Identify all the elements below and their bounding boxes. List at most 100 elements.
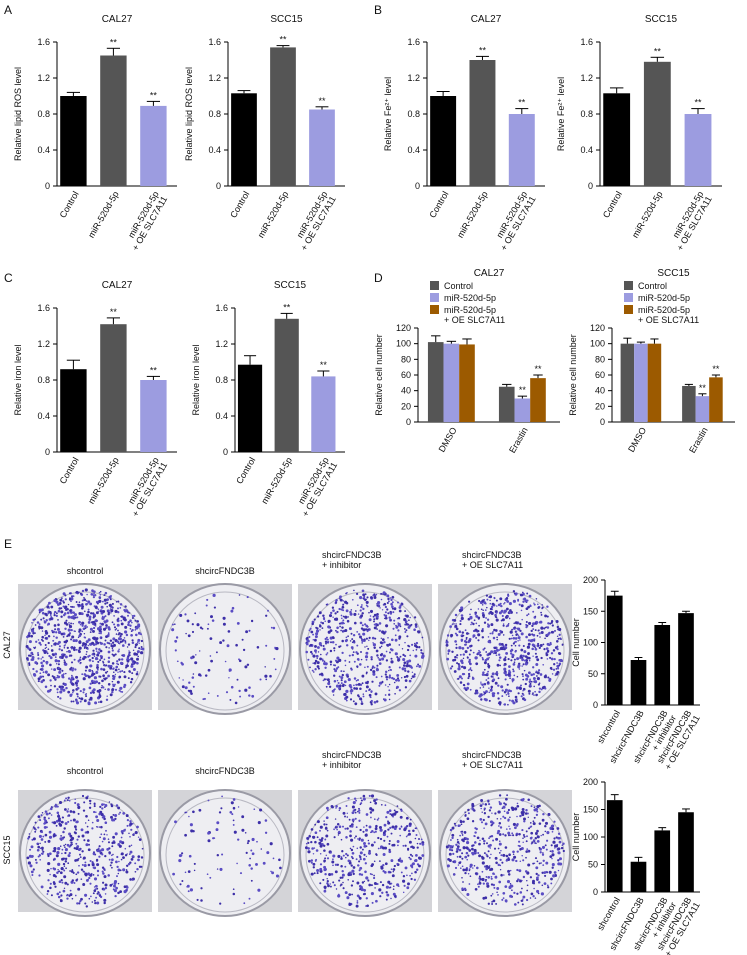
colony-dot: [342, 881, 344, 884]
colony-dot: [338, 809, 341, 812]
colony-dot: [124, 854, 128, 857]
colony-dot: [81, 630, 84, 633]
colony-dot: [526, 645, 531, 649]
colony-dot: [312, 638, 315, 641]
colony-dot: [380, 592, 383, 595]
colony-dot: [368, 825, 372, 829]
colony-dot: [59, 871, 63, 875]
colony-dot: [346, 896, 350, 900]
colony-dot: [537, 892, 540, 895]
colony-dot: [90, 592, 94, 596]
colony-dot: [178, 859, 182, 863]
colony-dot: [486, 842, 488, 845]
colony-dot: [510, 644, 513, 647]
colony-dot: [100, 637, 103, 639]
colony-dot: [387, 597, 390, 601]
colony-dot: [101, 853, 104, 856]
colony-dot: [375, 676, 378, 679]
colony-dot: [396, 617, 399, 620]
colony-dot: [469, 875, 472, 878]
colony-dot: [45, 821, 48, 824]
colony-dot: [129, 820, 132, 823]
colony-dot: [206, 627, 209, 630]
colony-dot: [140, 651, 144, 655]
colony-dot: [348, 861, 352, 865]
colony-dot: [243, 902, 246, 905]
colony-dot: [368, 639, 370, 642]
colony-dot: [498, 822, 502, 825]
colony-dot: [525, 625, 528, 629]
colony-dot: [107, 650, 111, 654]
colony-dot: [373, 876, 376, 880]
colony-dot: [372, 672, 376, 676]
colony-dot: [365, 637, 368, 640]
colony-dot: [467, 677, 470, 680]
colony-dot: [42, 676, 45, 678]
colony-dot: [541, 607, 543, 610]
colony-dot: [491, 901, 493, 903]
colony-dot: [241, 638, 244, 641]
colony-dot: [91, 589, 94, 592]
legend-label: miR-520d-5p + OE SLC7A11: [444, 305, 505, 325]
colony-dot: [353, 684, 355, 687]
colony-dot: [312, 654, 316, 658]
colony-dot: [117, 671, 119, 673]
colony-dot: [350, 632, 353, 635]
colony-dot: [131, 639, 134, 642]
colony-dot: [136, 620, 139, 623]
colony-dot: [518, 832, 521, 836]
colony-dot: [68, 622, 70, 624]
colony-dot: [239, 695, 242, 698]
colony-dot: [386, 810, 390, 814]
colony-dot: [539, 673, 543, 676]
colony-dot: [127, 621, 131, 624]
colony-dot: [140, 639, 144, 643]
colony-dot: [123, 608, 126, 612]
colony-dot: [555, 619, 559, 624]
colony-dot: [361, 682, 364, 685]
colony-dot: [171, 628, 175, 632]
colony-dot: [112, 853, 114, 856]
significance: **: [318, 96, 326, 106]
colony-dot: [196, 898, 199, 901]
colony-dot: [508, 665, 511, 668]
colony-dot: [512, 599, 517, 603]
colony-dot: [548, 870, 552, 874]
colony-dot: [199, 626, 203, 629]
colony-dot: [412, 649, 415, 652]
colony-dot: [370, 831, 373, 834]
colony-dot: [351, 638, 354, 641]
colony-dot: [411, 675, 415, 678]
colony-dot: [524, 599, 528, 603]
chart-title: CAL27: [102, 14, 133, 25]
colony-dot: [236, 862, 238, 865]
colony-dot: [350, 884, 354, 887]
colony-dot: [557, 851, 561, 855]
colony-dot: [89, 602, 93, 606]
colony-dot: [415, 665, 418, 668]
colony-dot: [338, 622, 341, 625]
colony-dot: [94, 701, 98, 705]
colony-dot: [408, 659, 411, 662]
colony-dot: [87, 608, 90, 611]
colony-dot: [508, 637, 511, 640]
colony-dot: [404, 641, 406, 644]
colony-dot: [494, 856, 498, 860]
colony-dot: [68, 799, 71, 802]
colony-dot: [420, 655, 425, 659]
colony-dot: [98, 591, 101, 594]
colony-dot: [28, 663, 31, 666]
colony-dot: [391, 843, 394, 847]
x-tick-label: DMSO: [437, 426, 459, 454]
colony-dot: [459, 667, 461, 669]
colony-dot: [529, 682, 532, 685]
colony-dot: [513, 891, 516, 895]
colony-dot: [359, 596, 363, 600]
colony-dot: [489, 599, 491, 602]
colony-dot: [521, 855, 523, 857]
colony-dot: [400, 677, 403, 679]
colony-dot: [104, 602, 107, 605]
colony-dot: [194, 661, 198, 665]
colony-dot: [212, 593, 216, 598]
